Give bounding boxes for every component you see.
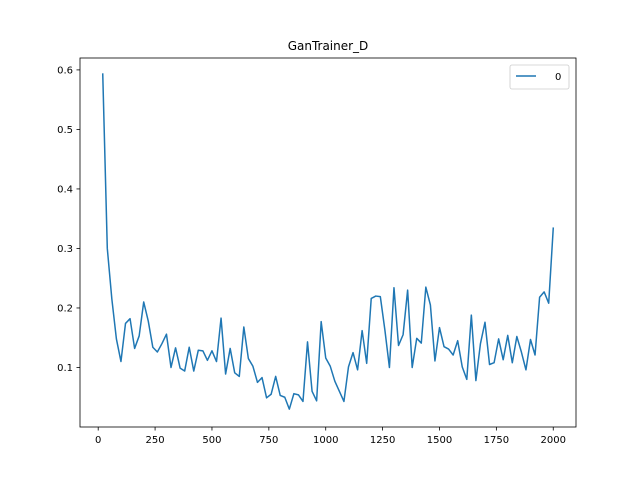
y-tick-label: 0.2	[57, 303, 73, 314]
plot-frame	[79, 57, 577, 428]
x-tick-label: 750	[259, 435, 278, 446]
legend-box	[509, 64, 570, 90]
x-tick-label: 1000	[313, 435, 338, 446]
legend: 0	[509, 64, 570, 90]
legend-label-0: 0	[555, 72, 561, 83]
x-axis: 0 250 500 750 1000 1250 1500 1750 2000	[95, 427, 566, 446]
y-tick-label: 0.4	[57, 184, 73, 195]
y-tick-label: 0.3	[57, 244, 73, 255]
x-tick-label: 500	[202, 435, 221, 446]
x-tick-label: 1500	[427, 435, 452, 446]
chart-title: GanTrainer_D	[288, 39, 369, 53]
x-tick-label: 2000	[541, 435, 566, 446]
y-axis: 0.1 0.2 0.3 0.4 0.5 0.6	[57, 65, 80, 374]
x-tick-label: 1250	[370, 435, 395, 446]
y-tick-label: 0.5	[57, 125, 73, 136]
x-tick-label: 1750	[484, 435, 509, 446]
y-tick-label: 0.1	[57, 363, 73, 374]
x-tick-label: 250	[146, 435, 165, 446]
series-line-0	[101, 73, 555, 410]
x-tick-label: 0	[95, 435, 101, 446]
y-tick-label: 0.6	[57, 65, 73, 76]
